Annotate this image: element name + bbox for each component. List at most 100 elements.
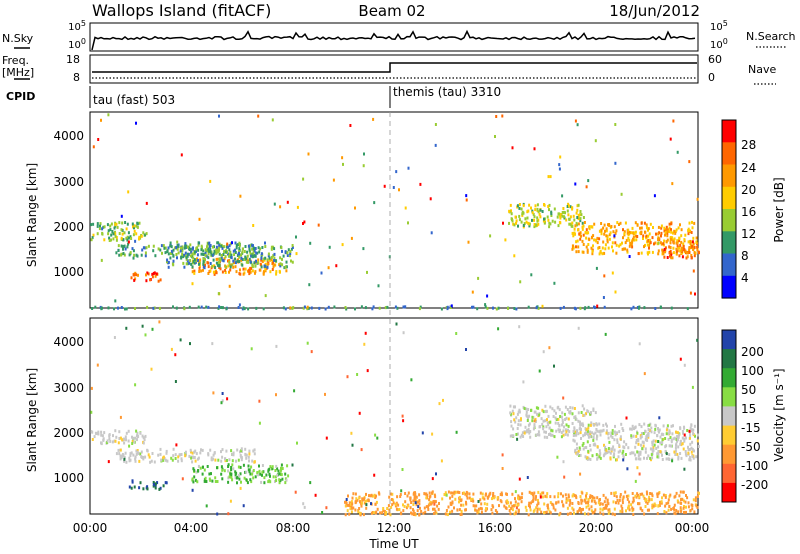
power-cell bbox=[581, 239, 584, 243]
velocity-cell bbox=[602, 454, 605, 458]
velocity-cell bbox=[545, 495, 548, 499]
velocity-cell bbox=[589, 434, 592, 438]
velocity-cell bbox=[152, 483, 155, 486]
velocity-cell bbox=[624, 490, 627, 494]
velocity-cell bbox=[351, 496, 354, 500]
power-cell bbox=[579, 306, 582, 310]
velocity-cbar-tick-m15: -15 bbox=[741, 421, 761, 435]
velocity-cell bbox=[279, 469, 282, 473]
velocity-cell bbox=[139, 481, 142, 485]
velocity-cell bbox=[622, 455, 625, 459]
power-cell bbox=[502, 221, 504, 225]
power-cell bbox=[286, 254, 289, 257]
power-cell bbox=[666, 238, 669, 242]
velocity-cell bbox=[665, 428, 668, 432]
velocity-cell bbox=[351, 506, 353, 510]
velocity-cell bbox=[90, 386, 93, 390]
power-cell bbox=[180, 255, 183, 259]
power-cell bbox=[213, 272, 216, 276]
velocity-cell bbox=[577, 501, 580, 504]
velocity-cell bbox=[564, 493, 567, 497]
power-cell bbox=[333, 305, 336, 309]
power-cell bbox=[218, 266, 221, 269]
velocity-cell bbox=[634, 425, 637, 429]
velocity-cell bbox=[620, 504, 623, 508]
velocity-cell bbox=[445, 509, 448, 512]
power-cell bbox=[264, 267, 267, 271]
velocity-cell bbox=[231, 459, 234, 463]
power-cell bbox=[184, 244, 187, 248]
power-cell bbox=[202, 249, 205, 253]
power-cell bbox=[124, 307, 126, 311]
velocity-cell bbox=[287, 474, 290, 478]
power-cell bbox=[559, 306, 562, 310]
power-cell bbox=[642, 237, 644, 240]
velocity-cell bbox=[200, 448, 202, 452]
power-cell bbox=[94, 305, 97, 309]
velocity-cell bbox=[684, 450, 687, 453]
velocity-cell bbox=[227, 476, 230, 480]
power-cell bbox=[366, 270, 368, 274]
velocity-cell bbox=[693, 449, 695, 453]
velocity-cell bbox=[525, 410, 528, 414]
power-cell bbox=[669, 241, 672, 245]
power-cell bbox=[111, 230, 114, 233]
power-cell bbox=[651, 236, 654, 240]
velocity-cell bbox=[683, 467, 686, 471]
power-cell bbox=[510, 217, 513, 221]
velocity-cell bbox=[149, 460, 152, 464]
velocity-cell bbox=[658, 416, 661, 420]
velocity-cell bbox=[123, 455, 126, 459]
velocity-cell bbox=[520, 433, 523, 437]
velocity-cell bbox=[565, 430, 568, 434]
velocity-cell bbox=[602, 428, 605, 432]
velocity-cell bbox=[533, 424, 536, 428]
velocity-cell bbox=[119, 436, 122, 440]
velocity-cell bbox=[491, 511, 494, 515]
power-cell bbox=[692, 236, 695, 240]
velocity-cell bbox=[213, 451, 216, 455]
velocity-cell bbox=[119, 448, 122, 452]
power-cell bbox=[342, 162, 344, 166]
velocity-cell bbox=[425, 496, 428, 500]
velocity-cell bbox=[622, 458, 625, 462]
velocity-cell bbox=[230, 466, 233, 469]
power-cell bbox=[244, 255, 247, 259]
power-cell bbox=[238, 251, 240, 255]
velocity-cell bbox=[584, 498, 586, 502]
power-cell bbox=[231, 263, 234, 267]
power-cell bbox=[200, 305, 203, 309]
velocity-cell bbox=[177, 459, 180, 463]
velocity-cell bbox=[688, 448, 691, 451]
power-cell bbox=[237, 306, 240, 309]
velocity-cbar-tick-m50: -50 bbox=[741, 440, 761, 454]
power-cell bbox=[595, 239, 598, 243]
velocity-cell bbox=[579, 423, 582, 427]
velocity-cell bbox=[557, 500, 560, 504]
power-cell bbox=[127, 231, 130, 235]
velocity-cell bbox=[406, 504, 409, 508]
velocity-cell bbox=[580, 422, 583, 426]
velocity-cell bbox=[269, 465, 272, 469]
power-cell bbox=[185, 257, 188, 261]
power-cell bbox=[605, 234, 608, 238]
power-cell bbox=[633, 231, 636, 235]
power-cell bbox=[664, 250, 667, 254]
power-cell bbox=[109, 228, 112, 232]
velocity-cell bbox=[356, 373, 359, 376]
velocity-cell bbox=[436, 504, 439, 508]
velocity-cell bbox=[361, 501, 364, 505]
power-cell bbox=[181, 253, 184, 256]
power-cell bbox=[112, 237, 115, 241]
velocity-cell bbox=[590, 411, 592, 415]
power-cell bbox=[373, 201, 376, 205]
velocity-cell bbox=[543, 511, 545, 515]
velocity-cell bbox=[364, 331, 367, 335]
velocity-cell bbox=[413, 512, 416, 516]
velocity-cell bbox=[634, 445, 637, 449]
power-cell bbox=[227, 245, 230, 249]
power-cell bbox=[200, 269, 203, 273]
velocity-cell bbox=[599, 507, 602, 511]
power-cell bbox=[579, 217, 582, 221]
power-cell bbox=[572, 246, 575, 250]
